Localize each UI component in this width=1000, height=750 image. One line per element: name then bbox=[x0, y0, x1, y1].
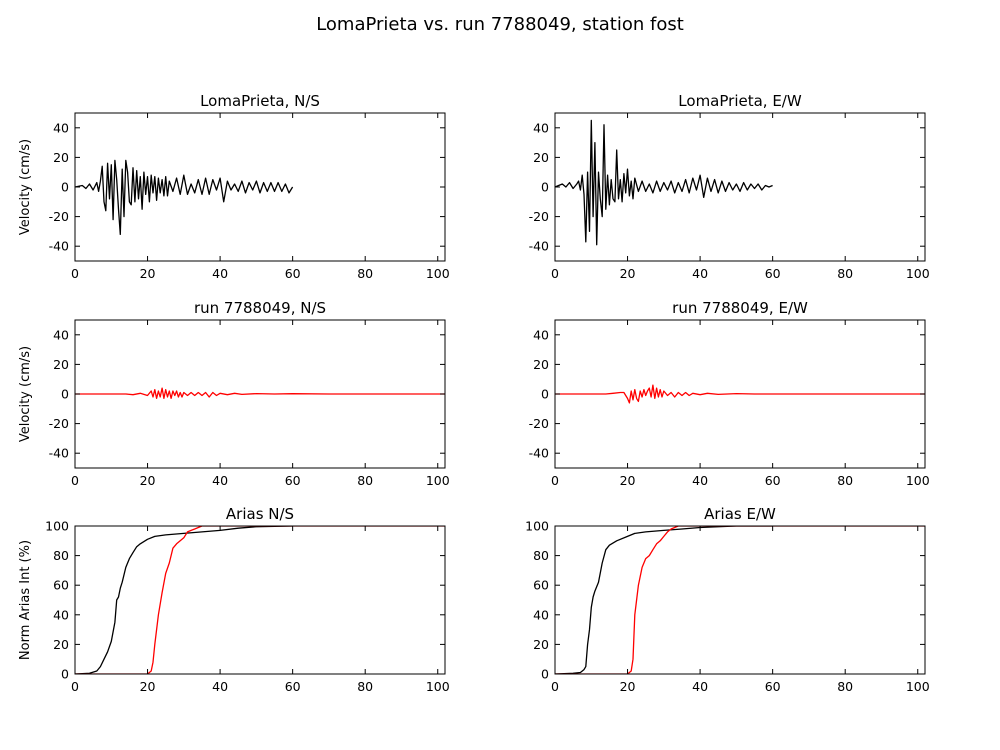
y-tick-label: 0 bbox=[541, 180, 549, 195]
x-tick-label: 80 bbox=[837, 473, 853, 488]
y-tick-label: -20 bbox=[529, 209, 549, 224]
y-tick-label: 20 bbox=[53, 637, 69, 652]
y-tick-label: 20 bbox=[533, 357, 549, 372]
x-tick-label: 20 bbox=[140, 473, 156, 488]
x-tick-label: 100 bbox=[906, 473, 930, 488]
x-tick-label: 0 bbox=[551, 266, 559, 281]
y-tick-label: 20 bbox=[53, 357, 69, 372]
y-tick-label: -40 bbox=[49, 239, 69, 254]
series-line-2 bbox=[75, 526, 445, 674]
x-tick-label: 0 bbox=[551, 473, 559, 488]
x-tick-label: 0 bbox=[71, 679, 79, 694]
panel-title: LomaPrieta, N/S bbox=[200, 92, 320, 110]
y-tick-label: 40 bbox=[533, 327, 549, 342]
x-tick-label: 60 bbox=[765, 679, 781, 694]
series-line-1 bbox=[555, 526, 773, 674]
y-tick-label: 0 bbox=[61, 387, 69, 402]
x-tick-label: 60 bbox=[765, 473, 781, 488]
panel-title: run 7788049, N/S bbox=[194, 299, 326, 317]
y-tick-label: 20 bbox=[533, 150, 549, 165]
panel-sim-ew: 0 20 40 60 80 100 -40 -20 0 20 40 run 7788049, E/W bbox=[529, 299, 930, 488]
x-tick-label: 100 bbox=[906, 266, 930, 281]
x-tick-label: 60 bbox=[285, 266, 301, 281]
x-tick-label: 100 bbox=[426, 473, 450, 488]
y-tick-label: -40 bbox=[529, 446, 549, 461]
x-tick-label: 0 bbox=[71, 473, 79, 488]
x-tick-label: 100 bbox=[426, 679, 450, 694]
panel-arias-ew: 0 20 40 60 80 100 0 20 40 60 80 100 Arias E/W bbox=[525, 505, 930, 694]
x-tick-label: 40 bbox=[212, 473, 228, 488]
y-tick-label: 80 bbox=[53, 548, 69, 563]
y-tick-label: 0 bbox=[541, 667, 549, 682]
y-tick-label: 20 bbox=[53, 150, 69, 165]
x-tick-label: 80 bbox=[837, 266, 853, 281]
y-tick-label: 0 bbox=[541, 387, 549, 402]
x-tick-label: 100 bbox=[906, 679, 930, 694]
plot-frame bbox=[74, 112, 446, 262]
x-tick-label: 40 bbox=[692, 679, 708, 694]
panel-title: Arias E/W bbox=[704, 505, 776, 523]
x-tick-label: 0 bbox=[551, 679, 559, 694]
series-line-1 bbox=[555, 119, 773, 246]
y-tick-label: -20 bbox=[49, 416, 69, 431]
x-tick-label: 20 bbox=[140, 266, 156, 281]
y-tick-label: 0 bbox=[61, 667, 69, 682]
y-axis-label: Norm Arias Int (%) bbox=[18, 540, 33, 660]
x-tick-label: 60 bbox=[765, 266, 781, 281]
series-line-2 bbox=[555, 526, 925, 674]
plot-frame bbox=[554, 525, 926, 675]
y-tick-label: 40 bbox=[533, 607, 549, 622]
plot-frame bbox=[74, 525, 446, 675]
y-tick-label: -20 bbox=[529, 416, 549, 431]
y-tick-label: 100 bbox=[525, 519, 549, 534]
panel-title: Arias N/S bbox=[226, 505, 294, 523]
panel-obs-ns: 0 20 40 60 80 100 -40 -20 0 20 40 LomaPrieta, N/S Ve… bbox=[18, 92, 450, 281]
series-line-1 bbox=[75, 159, 294, 236]
y-axis-label: Velocity (cm/s) bbox=[18, 139, 33, 235]
x-tick-label: 40 bbox=[692, 473, 708, 488]
x-tick-label: 60 bbox=[285, 473, 301, 488]
x-tick-label: 60 bbox=[285, 679, 301, 694]
y-tick-label: 20 bbox=[533, 637, 549, 652]
x-tick-label: 100 bbox=[426, 266, 450, 281]
x-tick-label: 20 bbox=[620, 266, 636, 281]
series-line-1 bbox=[75, 526, 293, 674]
x-tick-label: 0 bbox=[71, 266, 79, 281]
y-tick-label: 40 bbox=[53, 327, 69, 342]
y-tick-label: 40 bbox=[533, 120, 549, 135]
x-tick-label: 80 bbox=[357, 473, 373, 488]
y-tick-label: 0 bbox=[61, 180, 69, 195]
y-tick-label: 40 bbox=[53, 120, 69, 135]
panel-obs-ew: 0 20 40 60 80 100 -40 -20 0 20 40 LomaPrieta, E/W bbox=[529, 92, 930, 281]
x-tick-label: 80 bbox=[357, 679, 373, 694]
x-tick-label: 40 bbox=[212, 266, 228, 281]
y-tick-label: -40 bbox=[529, 239, 549, 254]
panel-arias-ns: 0 20 40 60 80 100 0 20 40 60 80 100 Arias N/S Norm Ar… bbox=[18, 505, 450, 694]
x-tick-label: 20 bbox=[620, 679, 636, 694]
x-tick-label: 20 bbox=[620, 473, 636, 488]
x-tick-label: 20 bbox=[140, 679, 156, 694]
x-tick-label: 40 bbox=[212, 679, 228, 694]
y-tick-label: -20 bbox=[49, 209, 69, 224]
panel-sim-ns: 0 20 40 60 80 100 -40 -20 0 20 40 run 7788049, N/S V… bbox=[18, 299, 450, 488]
y-tick-label: 100 bbox=[45, 519, 69, 534]
x-tick-label: 80 bbox=[357, 266, 373, 281]
y-tick-label: 40 bbox=[53, 607, 69, 622]
panels: 0 20 40 60 80 100 -40 -20 0 20 40 LomaPrieta, N/S Ve… bbox=[18, 92, 930, 694]
y-tick-label: 80 bbox=[533, 548, 549, 563]
y-tick-label: -40 bbox=[49, 446, 69, 461]
x-tick-label: 80 bbox=[837, 679, 853, 694]
x-tick-label: 40 bbox=[692, 266, 708, 281]
y-axis-label: Velocity (cm/s) bbox=[18, 346, 33, 442]
panel-title: LomaPrieta, E/W bbox=[678, 92, 802, 110]
series-line-1 bbox=[555, 384, 925, 404]
y-tick-label: 60 bbox=[53, 578, 69, 593]
y-tick-label: 60 bbox=[533, 578, 549, 593]
figure-title: LomaPrieta vs. run 7788049, station fost bbox=[316, 14, 684, 35]
series-line-1 bbox=[75, 387, 445, 400]
panel-title: run 7788049, E/W bbox=[672, 299, 808, 317]
